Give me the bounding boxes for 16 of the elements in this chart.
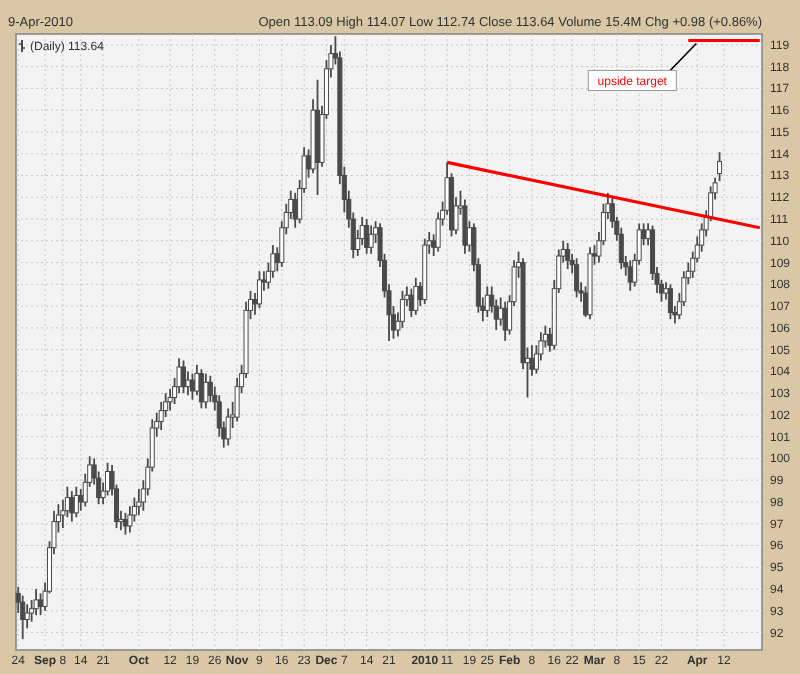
- candlestick: [33, 588, 39, 617]
- candlestick: [225, 407, 231, 447]
- candlestick: [256, 270, 262, 310]
- candlestick: [207, 374, 213, 403]
- candlestick: [565, 242, 571, 270]
- candlestick: [413, 276, 419, 316]
- candlestick: [73, 485, 79, 519]
- candlestick: [399, 289, 405, 329]
- candlestick: [502, 300, 508, 342]
- candlestick: [136, 488, 142, 516]
- candlestick: [20, 594, 26, 641]
- candlestick: [181, 359, 187, 395]
- candlestick: [574, 257, 580, 299]
- candlestick: [158, 400, 164, 432]
- candlestick: [127, 505, 133, 534]
- candlestick: [203, 372, 209, 410]
